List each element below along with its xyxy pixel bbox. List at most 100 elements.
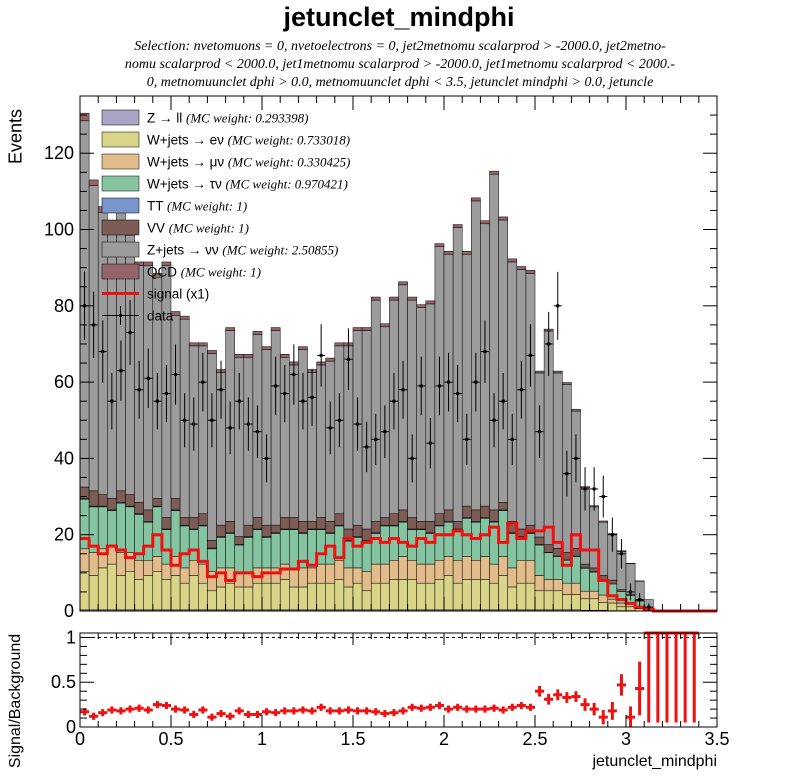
stack-bar-wenu bbox=[198, 583, 207, 610]
stack-bar-wmunu bbox=[289, 568, 298, 587]
stack-bar-wtaunu bbox=[244, 537, 253, 571]
stack-bar-wtaunu bbox=[535, 545, 544, 576]
data-marker bbox=[138, 388, 141, 391]
ratio-point bbox=[135, 705, 144, 712]
data-marker bbox=[565, 472, 568, 475]
ratio-point bbox=[644, 633, 653, 723]
stack-bar-wtaunu bbox=[581, 568, 590, 591]
y-tick-label: 100 bbox=[44, 220, 74, 240]
ratio-point bbox=[107, 706, 116, 713]
legend-swatch bbox=[102, 132, 139, 147]
stack-bar-vv bbox=[317, 518, 326, 529]
stack-bar-wenu bbox=[480, 579, 489, 610]
stack-bar-qcd bbox=[335, 343, 344, 346]
ratio-point bbox=[353, 707, 362, 714]
stack-bar-wtaunu bbox=[107, 511, 116, 545]
stack-bar-wenu bbox=[217, 587, 226, 610]
legend-item-tt: TT (MC weight: 1) bbox=[102, 198, 247, 214]
stack-bar-wenu bbox=[116, 576, 125, 610]
stack-bar-vv bbox=[144, 510, 153, 521]
stack-bar-qcd bbox=[408, 297, 417, 300]
stack-bar-wmunu bbox=[499, 556, 508, 575]
data-marker bbox=[356, 423, 359, 426]
legend-label: Z → ll (MC weight: 0.293398) bbox=[147, 111, 308, 126]
data-marker bbox=[119, 369, 122, 372]
legend-label-text: TT bbox=[147, 199, 167, 214]
ratio-point bbox=[490, 705, 499, 712]
legend-label-text: W+jets → μν bbox=[147, 155, 228, 170]
legend-label: QCD (MC weight: 1) bbox=[147, 265, 261, 280]
data-marker bbox=[129, 331, 132, 334]
stack-bar-wmunu bbox=[371, 564, 380, 583]
stack-bar-wenu bbox=[280, 579, 289, 610]
data-marker bbox=[365, 445, 368, 448]
data-marker bbox=[201, 381, 204, 384]
data-marker bbox=[374, 438, 377, 441]
stack-bar-vv bbox=[116, 491, 125, 502]
stack-bar-qcd bbox=[189, 343, 198, 346]
stack-bar-wmunu bbox=[553, 579, 562, 590]
stack-bar-wmunu bbox=[399, 556, 408, 579]
ratio-point bbox=[508, 704, 517, 711]
stack-bar-wenu bbox=[462, 579, 471, 610]
ratio-point bbox=[271, 709, 280, 716]
ratio-point bbox=[389, 709, 398, 716]
stack-bar-znunu bbox=[408, 300, 417, 517]
data-marker bbox=[411, 457, 414, 460]
stack-bar-vv bbox=[453, 521, 462, 529]
stack-bar-wtaunu bbox=[98, 507, 107, 549]
stack-bar-vv bbox=[244, 525, 253, 536]
ratio-point bbox=[562, 692, 571, 703]
ratio-point bbox=[453, 704, 462, 711]
legend-weight: (MC weight: 0.970421) bbox=[225, 177, 347, 192]
y-tick-label: 0 bbox=[64, 601, 74, 621]
stack-bar-wenu bbox=[235, 587, 244, 610]
x-tick-label: 2.5 bbox=[522, 729, 547, 749]
data-marker bbox=[320, 354, 323, 357]
stack-bar-wmunu bbox=[362, 572, 371, 591]
ratio-point bbox=[662, 633, 671, 723]
data-marker bbox=[538, 430, 541, 433]
data-marker bbox=[465, 438, 468, 441]
data-marker bbox=[584, 487, 587, 490]
legend-weight: (MC weight: 1) bbox=[167, 199, 247, 214]
stack-bar-qcd bbox=[180, 316, 189, 319]
stack-bar-vv bbox=[371, 521, 380, 532]
ratio-point bbox=[262, 708, 271, 715]
stack-bar-vv bbox=[389, 514, 398, 525]
stack-bar-wmunu bbox=[389, 560, 398, 579]
stack-bar-wmunu bbox=[526, 560, 535, 583]
y-tick-label: 60 bbox=[54, 372, 74, 392]
legend-item-wmunu: W+jets → μν (MC weight: 0.330425) bbox=[102, 154, 350, 170]
data-marker bbox=[265, 457, 268, 460]
stack-bar-wenu bbox=[599, 603, 608, 611]
stack-bar-vv bbox=[235, 537, 244, 545]
legend-swatch bbox=[102, 198, 139, 213]
data-marker bbox=[338, 419, 341, 422]
ratio-point bbox=[144, 706, 153, 713]
stack-bar-wenu bbox=[162, 579, 171, 610]
data-marker bbox=[174, 373, 177, 376]
ratio-point bbox=[571, 691, 580, 702]
stack-bar-qcd bbox=[380, 324, 389, 327]
stack-bar-wmunu bbox=[80, 549, 89, 572]
legend-label: W+jets → eν (MC weight: 0.733018) bbox=[147, 133, 350, 148]
stack-bar-znunu bbox=[490, 174, 499, 510]
ratio-point bbox=[362, 707, 371, 714]
stack-bar-wmunu bbox=[89, 553, 98, 576]
legend-label: Z+jets → νν (MC weight: 2.50855) bbox=[147, 243, 338, 258]
stack-bar-wenu bbox=[435, 579, 444, 610]
data-marker bbox=[274, 384, 277, 387]
y-tick-label: 40 bbox=[54, 448, 74, 468]
stack-bar-wtaunu bbox=[271, 534, 280, 568]
stack-bar-wmunu bbox=[326, 564, 335, 583]
x-tick-label: 3 bbox=[621, 729, 631, 749]
data-marker bbox=[347, 358, 350, 361]
data-point bbox=[554, 272, 562, 340]
ratio-point bbox=[98, 709, 107, 716]
data-marker bbox=[256, 430, 259, 433]
stack-bar-wmunu bbox=[298, 568, 307, 587]
ratio-point bbox=[380, 710, 389, 717]
stack-bar-vv bbox=[207, 540, 216, 548]
